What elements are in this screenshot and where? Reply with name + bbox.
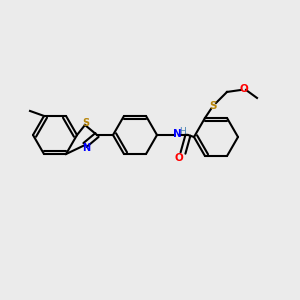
Text: N: N (82, 143, 90, 153)
Text: O: O (175, 153, 183, 163)
Text: N: N (172, 129, 182, 139)
Text: S: S (82, 118, 90, 128)
Text: H: H (178, 127, 185, 136)
Text: S: S (209, 101, 217, 111)
Text: O: O (240, 84, 248, 94)
